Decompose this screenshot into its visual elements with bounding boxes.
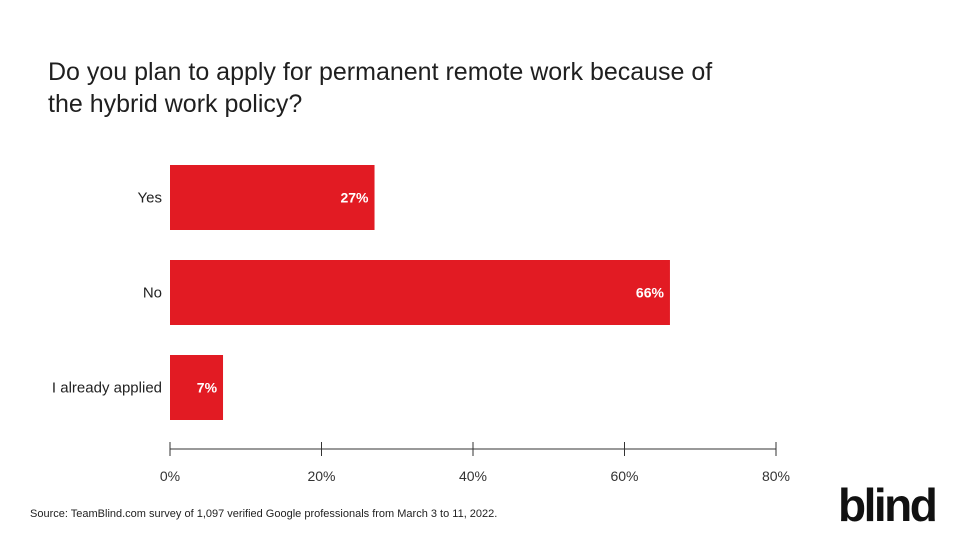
x-tick-label: 40% (459, 468, 487, 484)
chart-title: Do you plan to apply for permanent remot… (48, 56, 808, 120)
x-tick-label: 20% (307, 468, 335, 484)
category-label: I already applied (52, 380, 162, 397)
blind-logo: blind (838, 479, 938, 531)
source-note: Source: TeamBlind.com survey of 1,097 ve… (30, 508, 498, 520)
data-label: 66% (636, 285, 665, 301)
bar (170, 165, 375, 230)
bar (170, 355, 224, 420)
data-label: 27% (340, 190, 369, 206)
category-label: No (143, 285, 162, 302)
category-label: Yes (138, 190, 162, 207)
chart-title-line-2: the hybrid work policy? (48, 90, 303, 118)
x-tick-label: 60% (610, 468, 638, 484)
data-label: 7% (197, 380, 218, 396)
bar (170, 260, 670, 325)
x-tick-label: 0% (160, 468, 180, 484)
chart-title-line-1: Do you plan to apply for permanent remot… (48, 58, 713, 86)
x-tick-label: 80% (762, 468, 790, 484)
